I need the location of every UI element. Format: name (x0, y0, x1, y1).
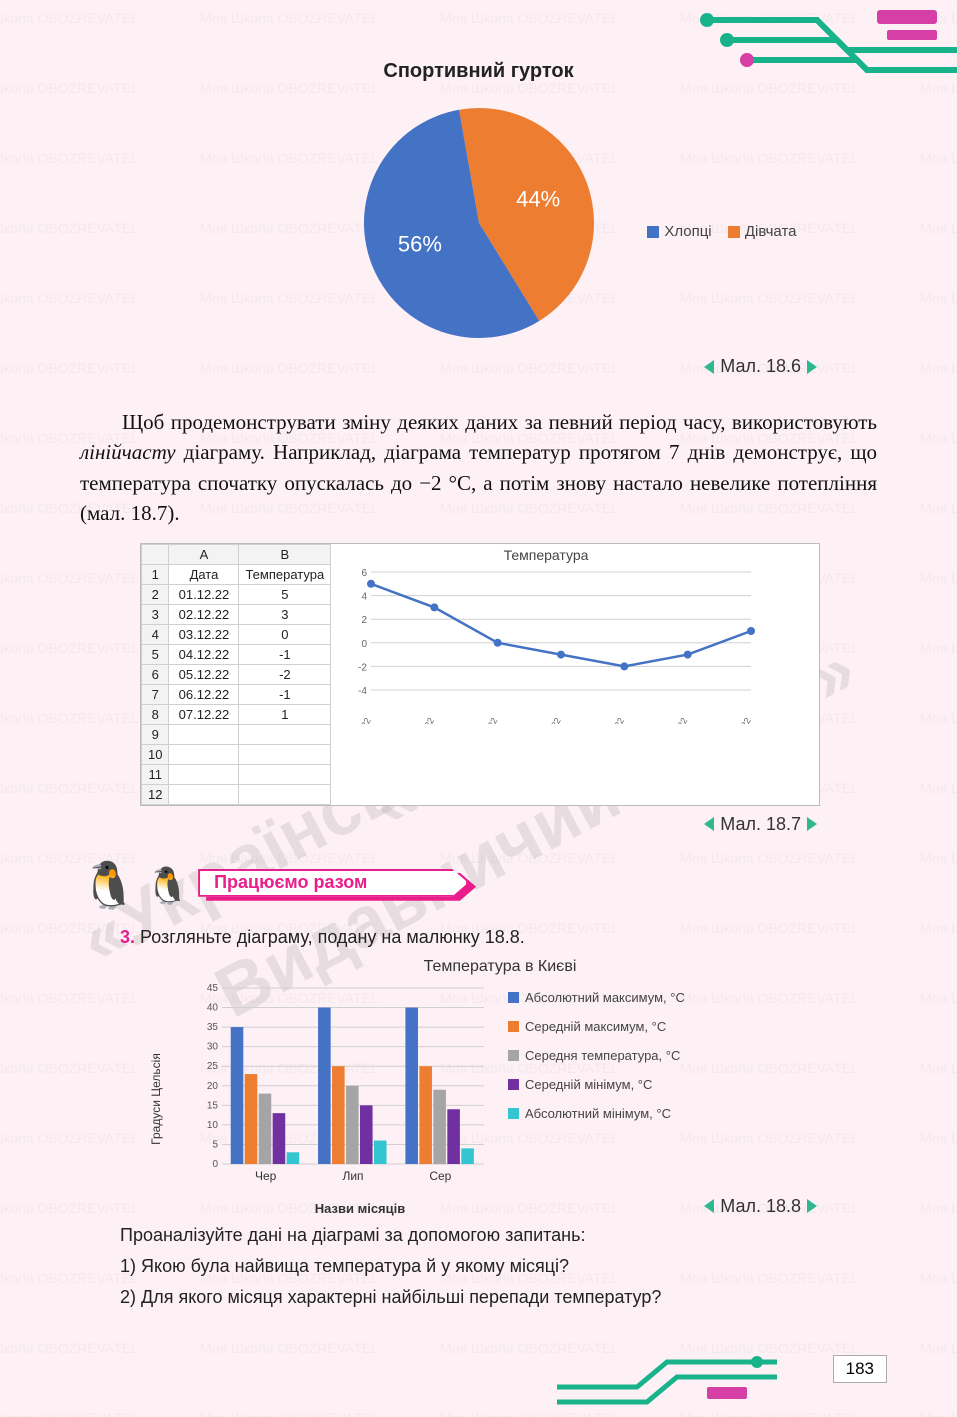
bar-legend-item: Абсолютний максимум, °С (508, 990, 685, 1005)
line-chart: Температура -4 -2 0 2 4 6 01.12.22 02.12.22 03.12… (331, 544, 761, 724)
svg-text:6: 6 (362, 568, 368, 579)
banner-text: Працюємо разом (214, 872, 367, 893)
bar-legend: Абсолютний максимум, °С Середній максимум… (490, 982, 685, 1216)
bar-xlabel: Назви місяців (230, 1201, 490, 1216)
legend-label: Абсолютний мінімум, °С (525, 1106, 671, 1121)
svg-text:06.12.22: 06.12.22 (663, 716, 689, 724)
bar-chart-section: Температура в Києві Градуси Цельсія 0510… (190, 958, 810, 1216)
svg-text:30: 30 (207, 1041, 219, 1052)
legend-swatch (508, 1050, 519, 1061)
legend-label: Середня температура, °С (525, 1048, 680, 1063)
triangle-right-icon (807, 817, 817, 831)
excel-table: AB1ДатаТемпература201.12.225302.12.22340… (141, 544, 331, 805)
triangle-right-icon (807, 360, 817, 374)
penguin-icon: 🐧 (145, 868, 190, 904)
svg-text:44%: 44% (516, 186, 560, 211)
legend-label: Середній максимум, °С (525, 1019, 666, 1034)
svg-text:25: 25 (207, 1061, 219, 1072)
task-3: 3. Розгляньте діаграму, подану на малюнк… (120, 927, 877, 948)
svg-text:05.12.22: 05.12.22 (600, 716, 626, 724)
svg-text:5: 5 (212, 1139, 218, 1150)
pie-chart-section: Спортивний гурток 44%56% Хлопці Дівчата … (80, 60, 877, 377)
pie-legend: Хлопці Дівчата (647, 223, 808, 242)
question-2: 2) Для якого місяця характерні найбільші… (120, 1285, 877, 1310)
bar-legend-item: Абсолютний мінімум, °С (508, 1106, 685, 1121)
svg-text:-2: -2 (358, 662, 367, 673)
svg-text:4: 4 (362, 591, 368, 602)
svg-text:-4: -4 (358, 686, 367, 697)
bar-legend-item: Середня температура, °С (508, 1048, 685, 1063)
pie-legend-item-1: Дівчата (728, 223, 797, 240)
svg-text:Температура: Температура (504, 547, 589, 563)
legend-label: Хлопці (664, 223, 711, 240)
svg-text:02.12.22: 02.12.22 (410, 716, 436, 724)
svg-text:07.12.22: 07.12.22 (727, 716, 753, 724)
triangle-left-icon (704, 360, 714, 374)
excel-screenshot: AB1ДатаТемпература201.12.225302.12.22340… (140, 543, 820, 806)
section-banner: 🐧 🐧 Працюємо разом (80, 863, 877, 909)
figure-label: Мал. 18.8 (720, 1196, 801, 1217)
bar-legend-item: Середній мінімум, °С (508, 1077, 685, 1092)
penguin-icon: 🐧 (80, 863, 137, 909)
legend-swatch (647, 226, 659, 238)
svg-text:04.12.22: 04.12.22 (537, 716, 563, 724)
svg-text:01.12.22: 01.12.22 (347, 716, 373, 724)
triangle-left-icon (704, 817, 714, 831)
legend-swatch (508, 992, 519, 1003)
legend-swatch (508, 1108, 519, 1119)
svg-text:Лип: Лип (342, 1169, 363, 1183)
bar-title: Температура в Києві (190, 958, 810, 976)
bar-ylabel: Градуси Цельсія (149, 1053, 163, 1145)
legend-swatch (508, 1079, 519, 1090)
task-number: 3. (120, 927, 135, 947)
pie-chart: 44% 56% (349, 103, 609, 343)
pie-title: Спортивний гурток (80, 60, 877, 83)
paragraph-1: Щоб продемонструвати зміну деяких даних … (80, 407, 877, 529)
bar-chart: 0 5 10 15 20 25 30 35 40 45 Чер Лип Сер (190, 982, 490, 1192)
svg-text:2: 2 (362, 615, 368, 626)
svg-text:10: 10 (207, 1120, 219, 1131)
svg-text:45: 45 (207, 983, 219, 994)
legend-label: Абсолютний максимум, °С (525, 990, 685, 1005)
legend-label: Середній мінімум, °С (525, 1077, 652, 1092)
svg-text:0: 0 (362, 639, 368, 650)
legend-label: Дівчата (745, 223, 797, 240)
svg-text:20: 20 (207, 1081, 219, 1092)
bar-legend-item: Середній максимум, °С (508, 1019, 685, 1034)
svg-text:03.12.22: 03.12.22 (473, 716, 499, 724)
svg-text:Чер: Чер (255, 1169, 277, 1183)
svg-text:56%: 56% (397, 231, 441, 256)
pie-legend-item-0: Хлопці (647, 223, 711, 240)
legend-swatch (728, 226, 740, 238)
svg-text:40: 40 (207, 1002, 219, 1013)
svg-text:0: 0 (212, 1159, 218, 1170)
triangle-right-icon (807, 1199, 817, 1213)
circuit-decoration-bottom (557, 1347, 777, 1417)
page-number: 183 (833, 1355, 887, 1383)
figure-label: Мал. 18.7 (720, 814, 801, 835)
svg-text:Сер: Сер (429, 1169, 451, 1183)
svg-text:15: 15 (207, 1100, 219, 1111)
questions-intro: Проаналізуйте дані на діаграмі за допомо… (120, 1223, 877, 1248)
figure-label: Мал. 18.6 (720, 356, 801, 377)
svg-text:35: 35 (207, 1022, 219, 1033)
triangle-left-icon (704, 1199, 714, 1213)
task-text-body: Розгляньте діаграму, подану на малюнку 1… (140, 927, 525, 947)
question-1: 1) Якою була найвища температура й у яко… (120, 1254, 877, 1279)
legend-swatch (508, 1021, 519, 1032)
